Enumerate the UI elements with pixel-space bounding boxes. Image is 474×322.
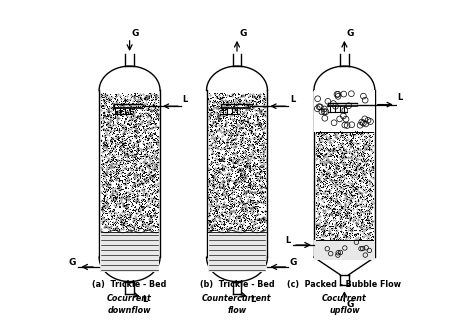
Text: G: G (346, 300, 354, 309)
Text: flow: flow (228, 306, 246, 315)
Text: L: L (285, 236, 291, 245)
Text: L: L (182, 95, 188, 104)
Text: L: L (142, 295, 148, 304)
Bar (314, 240, 375, 260)
Text: L: L (397, 93, 402, 102)
Text: (b)  Trickle - Bed: (b) Trickle - Bed (200, 280, 274, 289)
Text: G: G (132, 29, 139, 38)
Bar (100, 233, 159, 272)
Text: G: G (239, 29, 246, 38)
Text: Cocurrent: Cocurrent (107, 294, 152, 303)
Text: G: G (346, 29, 354, 38)
Text: (c)  Packed - Bubble Flow: (c) Packed - Bubble Flow (287, 280, 401, 289)
Text: downflow: downflow (108, 306, 151, 315)
Text: G: G (68, 258, 76, 267)
Text: Countercurrent: Countercurrent (202, 294, 272, 303)
Text: L: L (250, 295, 255, 304)
Text: L: L (290, 95, 295, 104)
Text: upflow: upflow (329, 306, 360, 315)
Bar (208, 233, 266, 272)
Text: (a)  Trickle - Bed: (a) Trickle - Bed (92, 280, 167, 289)
Text: G: G (289, 258, 297, 267)
Bar (314, 90, 375, 132)
Text: Cocurrent: Cocurrent (322, 294, 367, 303)
